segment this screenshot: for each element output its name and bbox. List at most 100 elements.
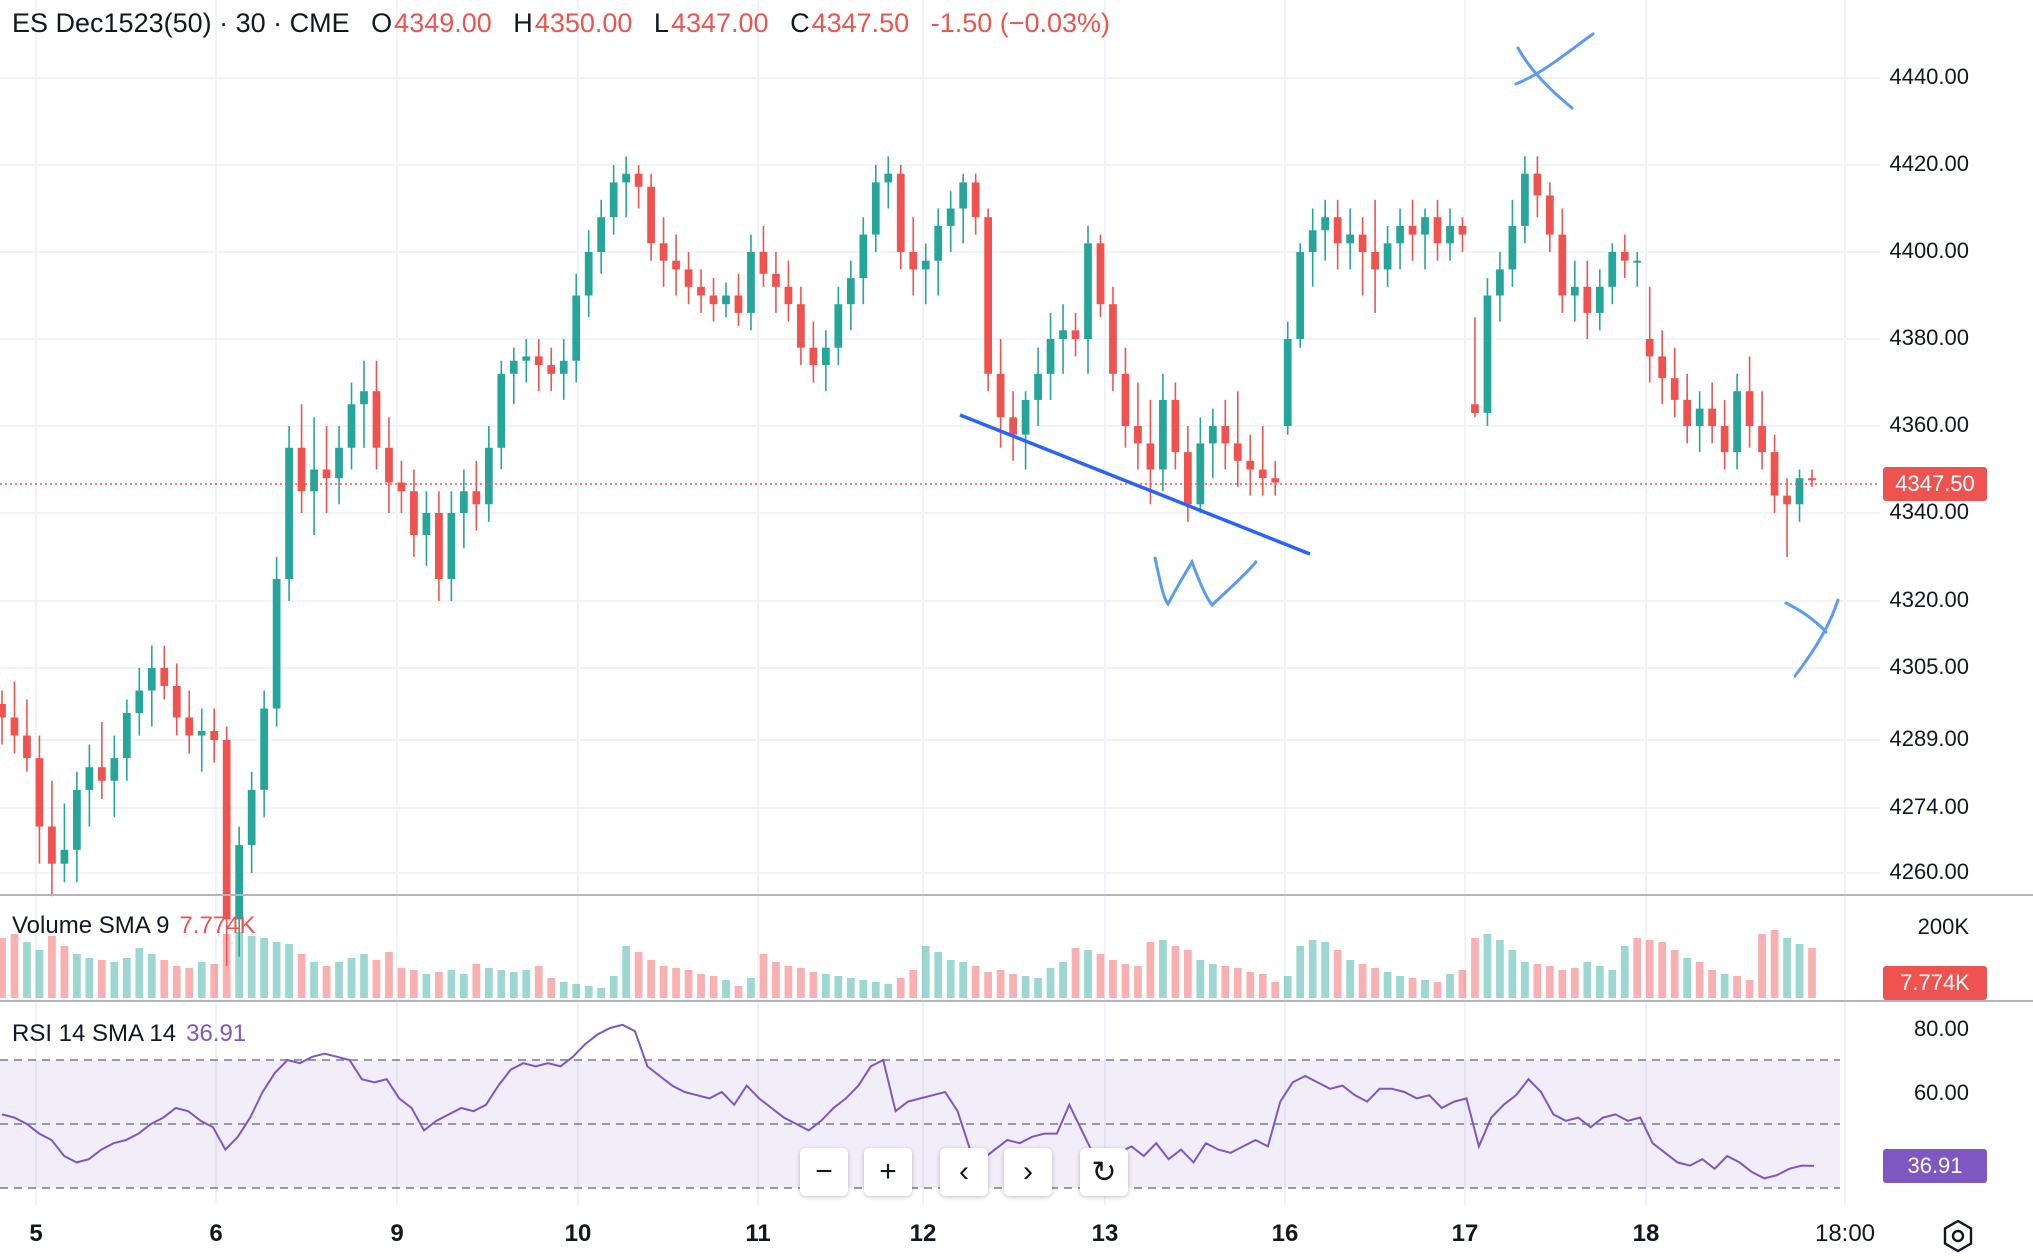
candle-body (509, 360, 518, 374)
volume-bar (572, 984, 581, 998)
volume-bar (996, 970, 1005, 998)
volume-bar (1034, 978, 1042, 998)
volume-bar (322, 966, 331, 998)
volume-bar (1021, 976, 1030, 998)
candle-body (572, 295, 581, 361)
zoom-out-button[interactable]: − (800, 1148, 848, 1196)
volume-bar (459, 974, 468, 998)
volume-bar (1458, 970, 1467, 998)
candle-body (584, 252, 593, 296)
reset-chart-button[interactable]: ↻ (1080, 1148, 1128, 1196)
volume-bar (1508, 950, 1517, 998)
close-label: C (790, 8, 810, 38)
trendline[interactable] (959, 413, 1311, 556)
time-axis-label: 9 (390, 1220, 404, 1247)
candle-body (759, 252, 768, 274)
candle-body (397, 482, 406, 492)
candle-body (23, 735, 31, 759)
candle-body (659, 243, 668, 261)
candle-body (10, 717, 19, 736)
candle-body (1471, 404, 1479, 413)
volume-bar (1296, 946, 1305, 998)
symbol-title[interactable]: ES Dec1523(50) · 30 · CME (12, 8, 350, 38)
volume-bar (1770, 930, 1779, 998)
candle-body (1645, 339, 1654, 357)
candle-body (1496, 269, 1504, 296)
volume-bar (210, 964, 219, 998)
volume-bar (1421, 980, 1429, 998)
volume-bar (859, 980, 868, 998)
volume-bar (584, 986, 593, 998)
volume-bar (1071, 948, 1080, 998)
zoom-in-button[interactable]: + (864, 1148, 912, 1196)
volume-bar (934, 952, 943, 998)
candle-body (1084, 243, 1092, 339)
rsi-title: RSI 14 SMA 14 (12, 1020, 177, 1047)
candle-body (260, 708, 269, 790)
volume-bar (622, 946, 631, 998)
volume-bar (747, 978, 755, 998)
volume-bar (97, 960, 106, 998)
volume-bar (1121, 964, 1130, 998)
volume-bar (1183, 950, 1192, 998)
close-value: 4347.50 (811, 8, 910, 38)
rsi-legend[interactable]: RSI 14 SMA 14 36.91 (12, 1020, 246, 1048)
volume-bar (1109, 960, 1117, 998)
candle-body (809, 347, 818, 366)
volume-badge: 7.774K (1883, 966, 1987, 1000)
candle-body (1221, 426, 1230, 444)
candle-body (310, 469, 318, 492)
settings-icon[interactable] (1940, 1218, 1976, 1254)
candle-body (1433, 217, 1442, 244)
candle-body (946, 208, 955, 226)
candle-body (235, 845, 244, 920)
rsi-value: 36.91 (186, 1020, 247, 1047)
candle-body (1171, 399, 1180, 453)
candle-body (996, 373, 1005, 418)
volume-bar (497, 970, 506, 998)
scroll-right-button[interactable]: › (1004, 1148, 1052, 1196)
volume-bar (1396, 976, 1404, 998)
candle-body (1508, 225, 1517, 270)
volume-bar (1408, 978, 1417, 998)
low-label: L (653, 8, 669, 38)
volume-bar (172, 966, 181, 998)
volume-bar (1258, 974, 1267, 998)
volume-bar (447, 970, 456, 998)
candle-body (734, 295, 743, 313)
volume-bar (1358, 964, 1367, 998)
volume-bar (1383, 972, 1392, 998)
volume-bar (984, 972, 993, 998)
volume-bar (1171, 946, 1180, 998)
candle-body (959, 182, 968, 209)
candle-body (122, 713, 131, 759)
volume-bar (1471, 938, 1479, 998)
candle-body (672, 260, 680, 270)
volume-bar (1321, 942, 1330, 998)
volume-bar (10, 934, 19, 998)
candle-body (1021, 399, 1030, 435)
volume-bar (759, 954, 768, 998)
volume-bar (809, 972, 818, 998)
candle-body (1183, 452, 1192, 505)
candle-body (634, 173, 643, 187)
candle-body (1558, 234, 1567, 296)
candle-body (1308, 230, 1317, 252)
candle-body (971, 182, 980, 218)
volume-bar (60, 946, 69, 998)
volume-bar (1233, 968, 1242, 998)
volume-legend[interactable]: Volume SMA 9 7.774K (12, 912, 256, 940)
volume-bar (1271, 982, 1280, 998)
volume-bar (272, 942, 281, 998)
candle-body (0, 704, 6, 718)
candle-body (547, 365, 556, 374)
candlestick-series (0, 156, 1816, 966)
volume-bar (821, 974, 830, 998)
volume-bar (222, 934, 231, 998)
scroll-left-button[interactable]: ‹ (940, 1148, 988, 1196)
candle-body (1695, 408, 1704, 426)
rsi-line (1, 1023, 1815, 1180)
chart-navigation-toolbar: − + ‹ › ↻ (800, 1148, 1128, 1196)
volume-bar (784, 966, 793, 998)
